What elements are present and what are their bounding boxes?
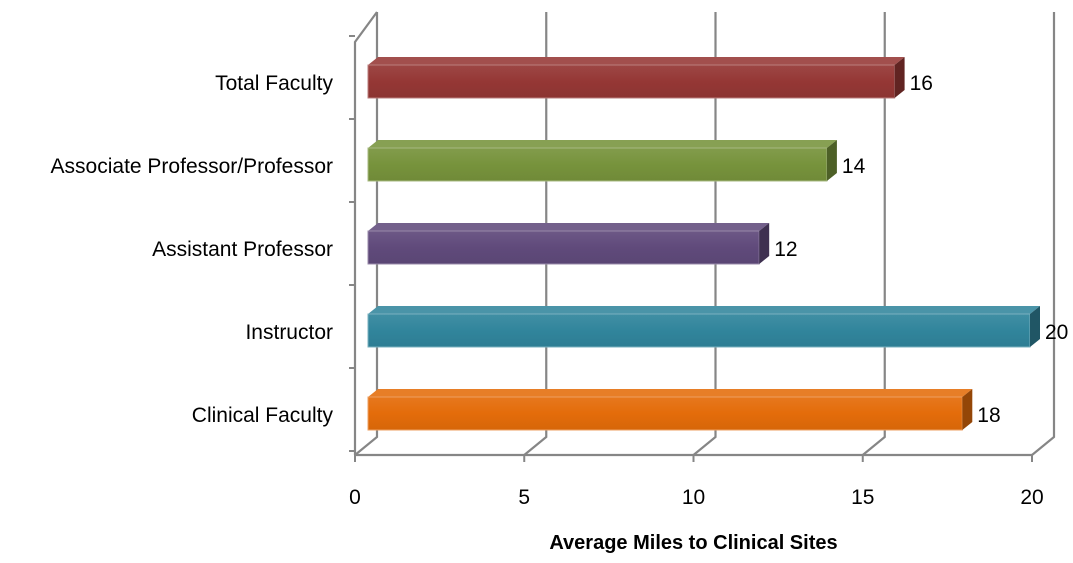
bar-side-face — [1030, 306, 1040, 347]
data-label: 18 — [977, 404, 1000, 427]
bar-side-face — [826, 140, 837, 181]
bar-front-face — [367, 64, 896, 99]
y-axis-line — [353, 11, 378, 455]
bar — [367, 223, 770, 265]
category-label: Instructor — [245, 321, 333, 344]
bar-side-face — [894, 57, 905, 98]
bar-top-face — [368, 140, 837, 148]
labels: 0 5 10 15 20 16 Total Faculty 14 Associate Profe… — [51, 72, 1069, 509]
bar-front-face — [367, 396, 963, 431]
category-label: Assistant Professor — [152, 238, 333, 261]
x-tick-label: 20 — [1020, 486, 1043, 509]
data-label: 20 — [1045, 321, 1068, 344]
bar-front-face — [367, 147, 828, 182]
x-tick-label: 10 — [682, 486, 705, 509]
bar — [367, 389, 973, 431]
bar-front-face — [367, 230, 760, 265]
bar-front-face — [367, 313, 1031, 348]
data-label: 16 — [910, 72, 933, 95]
category-label: Associate Professor/Professor — [51, 155, 333, 178]
bar — [367, 57, 905, 99]
bar-top-face — [368, 306, 1040, 314]
x-axis-title: Average Miles to Clinical Sites — [549, 532, 837, 554]
bar — [367, 140, 837, 182]
axes — [349, 11, 1033, 462]
bar-top-face — [368, 57, 905, 65]
data-label: 12 — [774, 238, 797, 261]
x-tick-label: 15 — [851, 486, 874, 509]
bar — [367, 306, 1040, 348]
x-tick-label: 5 — [518, 486, 530, 509]
gridline — [862, 12, 886, 456]
x-tick-label: 0 — [349, 486, 361, 509]
gridline — [1031, 12, 1056, 456]
bar-top-face — [368, 389, 973, 397]
bars — [367, 57, 1040, 431]
data-label: 14 — [842, 155, 866, 178]
category-label: Clinical Faculty — [192, 404, 334, 427]
bar-top-face — [368, 223, 770, 231]
category-label: Total Faculty — [215, 72, 333, 95]
bar-side-face — [759, 223, 770, 264]
bar-side-face — [962, 389, 973, 430]
